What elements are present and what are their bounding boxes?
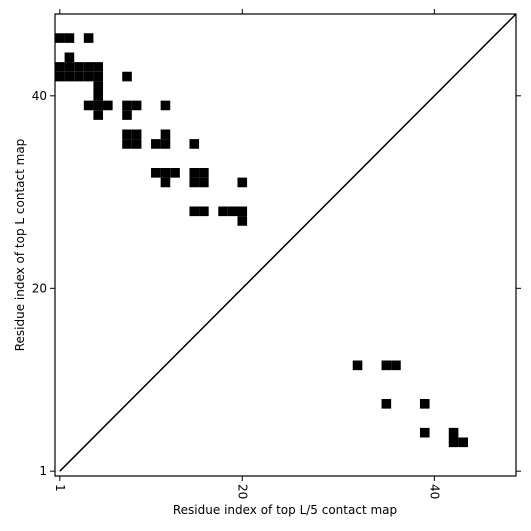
contact-cell xyxy=(227,206,238,217)
contact-cell xyxy=(93,71,104,82)
contact-cell xyxy=(381,360,392,371)
contact-cell xyxy=(122,71,132,82)
y-axis-label: Residue index of top L contact map xyxy=(13,139,27,352)
contact-cell xyxy=(131,100,142,111)
contact-cell xyxy=(151,139,161,149)
contact-cell xyxy=(189,139,200,149)
contact-cell xyxy=(64,71,75,82)
contact-cell xyxy=(391,360,401,371)
contact-cell xyxy=(199,168,209,178)
contact-cell xyxy=(93,81,104,91)
contact-cell xyxy=(419,427,430,438)
contact-cell xyxy=(199,177,209,188)
contact-cell xyxy=(93,100,104,111)
contact-cell xyxy=(419,399,430,409)
contact-cell xyxy=(160,177,171,188)
contact-cell xyxy=(74,71,84,82)
contact-cell xyxy=(83,33,94,43)
contact-cell xyxy=(189,168,200,178)
contact-cell xyxy=(151,168,161,178)
contact-cell xyxy=(381,399,392,409)
contact-cell xyxy=(103,100,113,111)
contact-cell xyxy=(93,91,104,101)
contact-cell xyxy=(189,177,200,188)
contact-cell xyxy=(122,139,132,149)
contact-cell xyxy=(83,62,94,72)
contact-cell xyxy=(55,33,65,43)
contact-cell xyxy=(55,71,65,82)
contact-cell xyxy=(64,62,75,72)
x-axis-label: Residue index of top L/5 contact map xyxy=(173,503,397,517)
y-tick-label: 1 xyxy=(39,464,47,478)
y-tick-label: 40 xyxy=(32,89,47,103)
contact-cell xyxy=(160,168,171,178)
contact-cell xyxy=(160,139,171,149)
contact-cell xyxy=(237,216,248,226)
x-tick-label: 20 xyxy=(235,484,249,499)
x-tick-label: 40 xyxy=(427,484,441,499)
contact-cell xyxy=(74,62,84,72)
contact-cell xyxy=(131,129,142,140)
contact-cell xyxy=(189,206,200,217)
diagonal-line xyxy=(59,13,517,472)
contact-cell xyxy=(93,110,104,120)
contact-cell xyxy=(55,62,65,72)
plot-frame xyxy=(54,13,517,477)
contact-cell xyxy=(199,206,209,217)
contact-cell xyxy=(83,71,94,82)
x-tick-label: 1 xyxy=(53,484,67,492)
contact-cell xyxy=(83,100,94,111)
y-tick-label: 20 xyxy=(32,281,47,295)
contact-cell xyxy=(458,437,468,448)
contact-cell xyxy=(237,206,248,217)
contact-cell xyxy=(131,139,142,149)
contact-cell xyxy=(237,177,248,188)
contact-cell xyxy=(160,100,171,111)
contact-cell xyxy=(64,33,75,43)
contact-cell xyxy=(170,168,180,178)
contact-cell xyxy=(448,437,459,448)
contact-cell xyxy=(122,100,132,111)
contact-cell xyxy=(64,52,75,63)
contact-cell xyxy=(160,129,171,140)
contact-cell xyxy=(93,62,104,72)
contact-cell xyxy=(122,110,132,120)
contact-cell xyxy=(122,129,132,140)
contact-cell xyxy=(448,427,459,438)
contact-cell xyxy=(218,206,228,217)
contact-cell xyxy=(352,360,363,371)
